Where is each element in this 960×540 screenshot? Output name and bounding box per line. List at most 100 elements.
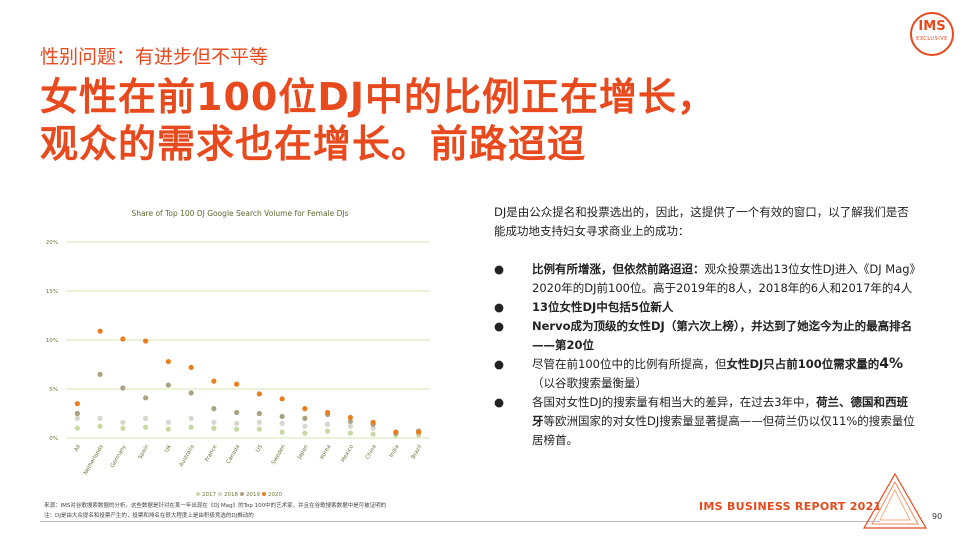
- bullet-1: ● 比例有所增涨，但依然前路迢迢：观众投票选出13位女性DJ进入《DJ Mag》…: [494, 260, 916, 298]
- headline-line-1: 女性在前100位DJ中的比例正在增长，: [40, 75, 717, 119]
- data-point-2018: [165, 419, 171, 425]
- data-point-2018: [256, 419, 262, 425]
- data-point-2017: [325, 428, 331, 434]
- data-point-2019: [279, 413, 285, 420]
- data-point-2020: [143, 338, 149, 344]
- footer-brand: IMS BUSINESS REPORT 2021: [699, 500, 882, 513]
- data-point-2020: [393, 429, 399, 435]
- data-point-2018: [234, 420, 240, 426]
- data-point-2017: [165, 426, 171, 432]
- bullet-3-bold: Nervo成为顶级的女性DJ（第六次上榜），并达到了她迄今为止的最高排名——第2…: [532, 319, 913, 352]
- intro-paragraph: DJ是由公众提名和投票选出的，因此，这提供了一个有效的窗口，以了解我们是否能成功…: [494, 205, 909, 238]
- bullet-4: ● 尽管在前100位中的比例有所提高，但女性DJ只占前100位需求量的4% （以谷…: [494, 355, 916, 393]
- data-point-2018: [211, 419, 217, 425]
- data-point-2018: [325, 421, 331, 427]
- bullet-5-bold-1: 荷兰、德国和: [816, 395, 886, 409]
- bullet-1-bold: 比例有所增涨，但依然前路迢迢：: [532, 262, 705, 276]
- footer-divider: [40, 521, 880, 522]
- legend-marker: [262, 492, 266, 496]
- data-point-2019: [143, 395, 149, 401]
- bullet-1-text: 观众投票选出13位女性DJ进入《DJ Mag》2020年的DJ前100位。高于2…: [532, 262, 916, 295]
- data-point-2020: [256, 391, 262, 397]
- x-tick-label: China: [365, 444, 378, 461]
- bullet-dot: ●: [494, 395, 505, 409]
- footnote-note: 注：DJ是由大众提名和投票产生的，投票和排名在很大程度上是由积极竞选的DJ推动的: [44, 513, 254, 519]
- bullet-4-bold: 女性DJ只占前100位需求量的: [726, 357, 880, 371]
- y-tick-label: 5%: [49, 387, 58, 393]
- legend-label: 2020: [268, 492, 282, 498]
- data-point-2019: [347, 418, 353, 424]
- triangle-logo-icon: [862, 472, 928, 529]
- data-point-2017: [302, 430, 308, 436]
- bullet-dot: ●: [494, 300, 505, 314]
- data-point-2018: [120, 419, 126, 425]
- ims-logo: IMS EXCLUSIVE: [910, 12, 954, 56]
- bullet-dot: ●: [494, 319, 505, 333]
- footnote: 来源：IMS对谷歌搜索数据的分析。这些数据是针对在某一年出现在《DJ Mag》的…: [44, 501, 424, 521]
- data-point-2018: [370, 425, 376, 431]
- bullet-4-tail: （以谷歌搜索量衡量）: [532, 376, 647, 390]
- x-tick-label: Netherlands: [83, 444, 105, 476]
- data-point-2019: [211, 406, 217, 412]
- data-point-2020: [120, 336, 126, 342]
- data-point-2017: [279, 429, 285, 435]
- chart-title: Share of Top 100 DJ Google Search Volume…: [131, 209, 348, 218]
- data-point-2019: [97, 371, 103, 377]
- data-point-2017: [188, 424, 194, 430]
- headline-line-2: 观众的需求也在增长。前路迢迢: [40, 122, 587, 166]
- female-dj-search-share-chart: Share of Top 100 DJ Google Search Volume…: [46, 209, 430, 498]
- legend-marker: [218, 492, 222, 496]
- x-tick-label: Canada: [226, 444, 242, 465]
- data-point-2019: [165, 382, 171, 388]
- x-tick-label: Sweden: [271, 444, 287, 466]
- y-tick-label: 20%: [46, 240, 58, 246]
- x-tick-label: Australia: [178, 444, 195, 468]
- x-tick-label: Mexico: [340, 443, 355, 463]
- bullet-dot: ●: [494, 357, 505, 371]
- x-tick-label: All: [73, 444, 82, 453]
- legend-label: 2019: [246, 492, 260, 498]
- data-point-2020: [325, 409, 331, 416]
- data-point-2018: [279, 420, 285, 426]
- data-point-2017: [74, 425, 80, 431]
- legend-label: 2018: [224, 492, 238, 498]
- data-point-2017: [143, 424, 149, 430]
- logo-text: IMS: [918, 19, 946, 34]
- footnote-source: 来源：IMS对谷歌搜索数据的分析。这些数据是针对在某一年出现在《DJ Mag》的…: [44, 503, 387, 509]
- y-tick-label: 10%: [46, 338, 58, 344]
- data-point-2019: [234, 409, 240, 416]
- logo-subtext: EXCLUSIVE: [916, 36, 948, 42]
- data-point-2017: [234, 426, 240, 432]
- body-text: DJ是由公众提名和投票选出的，因此，这提供了一个有效的窗口，以了解我们是否能成功…: [494, 203, 916, 450]
- data-point-2018: [188, 415, 194, 421]
- data-point-2017: [97, 423, 103, 429]
- data-point-2018: [74, 415, 80, 421]
- data-point-2017: [211, 425, 217, 431]
- data-point-2017: [347, 430, 353, 436]
- page-headline: 女性在前100位DJ中的比例正在增长， 观众的需求也在增长。前路迢迢: [40, 74, 716, 168]
- data-point-2017: [120, 425, 126, 431]
- bullet-2-bold: 13位女性DJ中包括5位新人: [532, 300, 674, 314]
- x-tick-label: Japan: [296, 444, 310, 462]
- bullet-2: ● 13位女性DJ中包括5位新人: [494, 298, 916, 317]
- data-point-2020: [416, 429, 422, 435]
- data-point-2019: [256, 410, 262, 417]
- data-point-2019: [188, 390, 194, 396]
- page-subtitle: 性别问题：有进步但不平等: [40, 46, 269, 68]
- data-point-2020: [279, 396, 285, 402]
- data-point-2019: [74, 410, 80, 417]
- bullet-5-text-1: 各国对女性DJ的搜索量有相当大的差异，在过去3年中，: [532, 395, 817, 409]
- data-point-2019: [302, 415, 308, 421]
- legend-marker: [196, 492, 200, 496]
- data-point-2020: [370, 419, 376, 425]
- x-tick-label: Germany: [110, 443, 128, 469]
- bullet-5: ● 各国对女性DJ的搜索量有相当大的差异，在过去3年中，荷兰、德国和西班牙等欧洲…: [494, 393, 916, 450]
- bullet-5-text-2: 等欧洲国家的对女性DJ搜索量显著提高——但荷兰仍以仅11%的搜索量位居榜首。: [532, 414, 915, 447]
- y-tick-label: 0%: [49, 436, 58, 442]
- bullet-5-bold-2: 西班牙: [532, 395, 909, 428]
- data-point-2020: [97, 328, 103, 334]
- x-tick-label: US: [255, 444, 264, 454]
- x-tick-label: Brazil: [410, 444, 423, 461]
- data-point-2018: [347, 423, 353, 429]
- bullet-4-text: 尽管在前100位中的比例有所提高，但: [532, 357, 727, 371]
